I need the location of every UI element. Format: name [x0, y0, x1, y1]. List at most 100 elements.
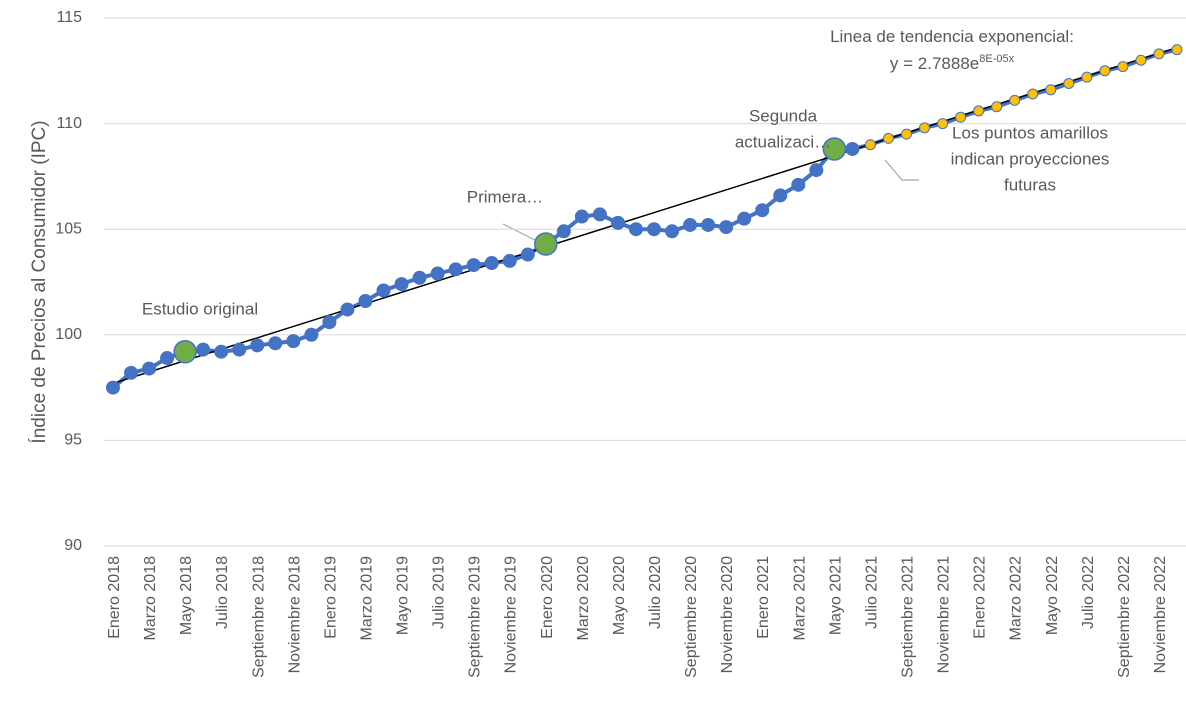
y-tick-label: 115 — [56, 9, 82, 26]
data-point — [864, 139, 876, 151]
data-point — [268, 336, 283, 351]
data-point — [232, 342, 247, 357]
equation: y = 2.7888e — [890, 54, 979, 73]
x-tick-label: Enero 2022 — [972, 556, 989, 639]
x-tick-label: Julio 2019 — [431, 556, 448, 629]
data-point — [196, 342, 211, 357]
data-point — [665, 224, 680, 239]
x-tick-label: Mayo 2019 — [395, 556, 412, 635]
data-point — [214, 344, 229, 359]
data-point — [647, 222, 662, 237]
annotation: Primera… — [467, 187, 544, 206]
data-point — [142, 361, 157, 376]
data-point — [1063, 77, 1075, 89]
data-point — [466, 258, 481, 273]
trendline-equation: y = 2.7888e8E-05x — [890, 53, 1015, 73]
data-point — [683, 217, 698, 232]
x-tick-label: Noviembre 2020 — [719, 556, 736, 674]
data-point — [412, 270, 427, 285]
data-point — [574, 209, 589, 224]
data-point — [791, 177, 806, 192]
leader-line — [502, 223, 538, 242]
data-point — [845, 141, 860, 156]
data-point — [937, 118, 949, 130]
data-point — [991, 101, 1003, 113]
x-tick-label: Septiembre 2022 — [1116, 556, 1133, 678]
data-point — [755, 203, 770, 218]
data-point — [610, 215, 625, 230]
data-point — [592, 207, 607, 222]
x-tick-label: Marzo 2021 — [791, 556, 808, 641]
annotation: Los puntos amarillos — [952, 123, 1108, 142]
data-point — [358, 294, 373, 309]
data-point — [250, 338, 265, 353]
data-point — [520, 247, 535, 262]
data-point — [106, 380, 120, 395]
x-tick-label: Marzo 2022 — [1008, 556, 1025, 641]
data-point — [773, 188, 788, 203]
data-point — [955, 111, 967, 123]
x-tick-label: Septiembre 2019 — [467, 556, 484, 678]
x-tick-label: Septiembre 2020 — [683, 556, 700, 678]
data-point — [534, 232, 558, 256]
data-point — [1009, 94, 1021, 106]
data-point — [430, 266, 445, 281]
x-tick-label: Enero 2020 — [539, 556, 556, 639]
data-point — [304, 327, 319, 342]
y-axis-label: Índice de Precios al Consumidor (IPC) — [29, 120, 50, 443]
data-point — [1081, 71, 1093, 83]
data-point — [919, 122, 931, 134]
data-point — [1171, 44, 1183, 56]
annotation: Segunda — [749, 106, 818, 125]
data-point — [973, 105, 985, 117]
x-tick-label: Enero 2019 — [322, 556, 339, 639]
annotation: indican proyecciones — [951, 149, 1110, 168]
x-tick-label: Mayo 2022 — [1044, 556, 1061, 635]
annotation: futuras — [1004, 175, 1056, 194]
y-tick-label: 110 — [56, 115, 82, 132]
trendline-label: Linea de tendencia exponencial: — [830, 27, 1074, 46]
data-point — [173, 339, 197, 364]
data-point — [286, 334, 301, 349]
data-point — [1153, 48, 1165, 60]
y-tick-label: 90 — [64, 537, 82, 554]
x-tick-label: Noviembre 2018 — [286, 556, 303, 674]
x-tick-label: Mayo 2018 — [178, 556, 195, 635]
data-point — [1099, 65, 1111, 77]
data-point — [124, 365, 139, 380]
y-tick-label: 95 — [64, 432, 82, 449]
data-point — [394, 277, 409, 292]
data-point — [340, 302, 355, 317]
data-point — [882, 132, 894, 144]
data-point — [809, 163, 824, 178]
data-point — [448, 262, 463, 277]
x-tick-label: Noviembre 2022 — [1152, 556, 1169, 674]
x-tick-label: Marzo 2019 — [358, 556, 375, 641]
data-point — [502, 253, 517, 268]
x-tick-label: Septiembre 2018 — [250, 556, 267, 678]
data-point — [322, 315, 337, 330]
x-tick-label: Julio 2018 — [214, 556, 231, 629]
x-tick-label: Septiembre 2021 — [899, 556, 916, 678]
data-point — [701, 217, 716, 232]
annotation: actualizaci… — [735, 132, 831, 151]
x-tick-label: Noviembre 2021 — [936, 556, 953, 674]
data-point — [1117, 61, 1129, 73]
x-tick-label: Mayo 2020 — [611, 556, 628, 635]
x-tick-label: Noviembre 2019 — [503, 556, 520, 674]
annotation: Estudio original — [142, 299, 258, 318]
data-point — [737, 211, 752, 226]
x-tick-label: Enero 2021 — [755, 556, 772, 639]
x-tick-label: Mayo 2021 — [827, 556, 844, 635]
data-point — [376, 283, 391, 298]
data-point — [484, 255, 499, 270]
data-point — [1027, 88, 1039, 100]
y-tick-label: 100 — [55, 326, 82, 343]
x-tick-label: Julio 2022 — [1080, 556, 1097, 629]
x-tick-label: Enero 2018 — [106, 556, 123, 639]
data-point — [556, 224, 571, 239]
data-point — [822, 137, 847, 161]
data-point — [1135, 54, 1147, 66]
data-point — [719, 220, 734, 235]
y-tick-label: 105 — [55, 220, 82, 237]
